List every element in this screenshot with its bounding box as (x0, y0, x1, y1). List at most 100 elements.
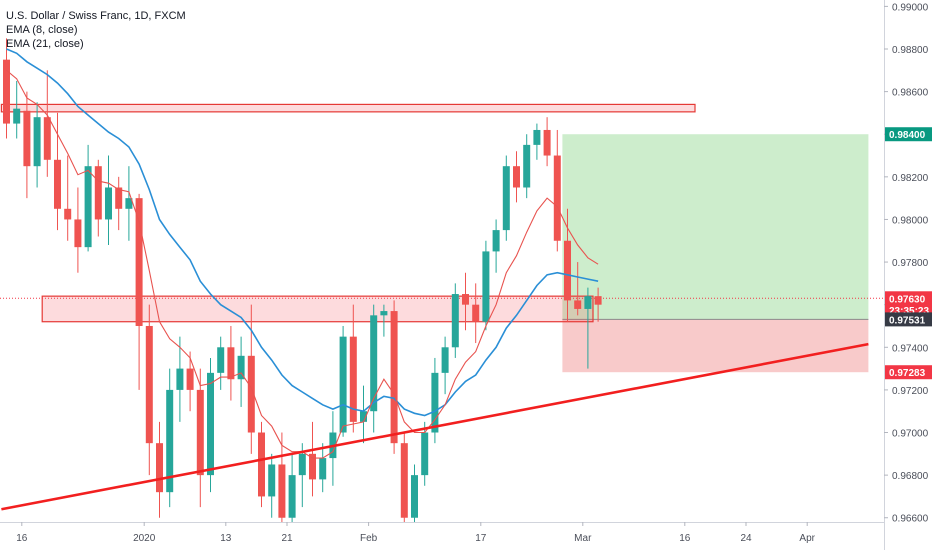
candle-body (135, 198, 143, 326)
y-tick-label: 0.98200 (892, 173, 929, 184)
stop-zone (562, 319, 869, 373)
candle-body (207, 372, 214, 476)
candle-body (431, 372, 439, 433)
ema21-line (6, 48, 599, 417)
candle-body (84, 166, 92, 248)
price-label: 0.97630 (889, 294, 926, 305)
candle-body (360, 411, 367, 422)
candle-body (258, 432, 265, 497)
price-label: 23:35:23 (889, 306, 929, 317)
price-label-bg (885, 312, 932, 327)
price-label: 0.97531 (889, 315, 926, 326)
x-tick-label: Mar (574, 533, 592, 544)
candle-body (115, 187, 123, 209)
candle-body (247, 355, 255, 433)
candle-body (125, 198, 133, 209)
x-tick-label: Apr (799, 533, 815, 544)
candle-body (54, 159, 61, 209)
ema8-legend[interactable]: EMA (8, close) (6, 24, 78, 36)
candle-body (23, 110, 31, 167)
candle-body (227, 347, 235, 380)
candle-body (472, 304, 480, 322)
candle-body (339, 336, 347, 433)
candle-body (482, 251, 490, 322)
candle-body (349, 336, 357, 422)
ema8-line (6, 69, 599, 459)
x-tick-label: 16 (679, 533, 691, 544)
candle-body (370, 315, 378, 412)
x-tick-label: 17 (475, 533, 487, 544)
price-label-bg (885, 291, 932, 306)
candle-body (94, 166, 102, 220)
candle-body (13, 108, 21, 124)
legend: U.S. Dollar / Swiss Franc, 1D, FXCM EMA … (6, 9, 186, 51)
candle-body (513, 166, 520, 188)
candle-body (543, 129, 551, 156)
candle-body (278, 464, 286, 518)
candle-body (502, 166, 510, 231)
candle-body (196, 389, 204, 476)
ema21-legend[interactable]: EMA (21, close) (6, 38, 84, 50)
x-tick-label: 24 (740, 533, 752, 544)
x-tick-label: Feb (360, 533, 378, 544)
candle-body (594, 296, 602, 305)
candle-body (3, 59, 10, 124)
y-tick-label: 0.98800 (892, 45, 929, 56)
y-tick-label: 0.97200 (892, 386, 929, 397)
candle-body (421, 432, 429, 476)
candle-body (298, 453, 306, 476)
trendline (1, 342, 869, 511)
x-tick-label: 13 (220, 533, 232, 544)
candle-body (400, 443, 408, 518)
y-tick-label: 0.98000 (892, 215, 929, 226)
candle-body (43, 117, 51, 160)
support-zone (41, 295, 594, 323)
candle-body (186, 368, 194, 390)
candle-body (523, 144, 531, 188)
candle-body (33, 117, 41, 167)
candle-body (553, 155, 561, 241)
x-tick-label: 16 (16, 533, 28, 544)
candle-body (380, 311, 388, 316)
candle-body (319, 458, 327, 480)
candle-body (176, 368, 184, 390)
candle-body (390, 311, 398, 444)
price-label: 0.97283 (889, 368, 926, 379)
candle-body (288, 475, 296, 518)
y-tick-label: 0.97800 (892, 258, 929, 269)
y-tick-label: 0.97400 (892, 343, 929, 354)
symbol-title[interactable]: U.S. Dollar / Swiss Franc, 1D, FXCM (6, 10, 186, 22)
price-label-bg (885, 365, 932, 380)
candle-body (441, 347, 449, 373)
candle-body (564, 240, 571, 301)
y-tick-label: 0.96800 (892, 471, 929, 482)
candle-body (574, 300, 582, 309)
candle-body (166, 389, 174, 493)
candle-body (268, 464, 276, 497)
candle-body (584, 296, 592, 309)
x-tick-label: 21 (281, 533, 293, 544)
price-label: 0.98400 (889, 130, 926, 141)
candle-body (411, 475, 418, 518)
x-tick-label: 2020 (133, 533, 156, 544)
y-tick-label: 0.99000 (892, 2, 929, 13)
candle-body (74, 219, 82, 248)
candle-body (462, 294, 469, 305)
candle-body (237, 355, 245, 380)
y-tick-label: 0.97000 (892, 429, 929, 440)
profit-zone (562, 134, 869, 320)
candle-body (217, 347, 225, 373)
candle-body (64, 208, 72, 220)
candle-body (156, 443, 163, 493)
candle-body (105, 187, 112, 220)
y-tick-label: 0.98600 (892, 88, 929, 99)
plot-area (0, 38, 884, 522)
candle-body (451, 294, 459, 348)
candle-body (533, 129, 541, 145)
candle-body (145, 325, 153, 444)
candle-body (309, 453, 316, 480)
y-tick-label: 0.96600 (892, 514, 929, 525)
price-label-bg (885, 127, 932, 142)
